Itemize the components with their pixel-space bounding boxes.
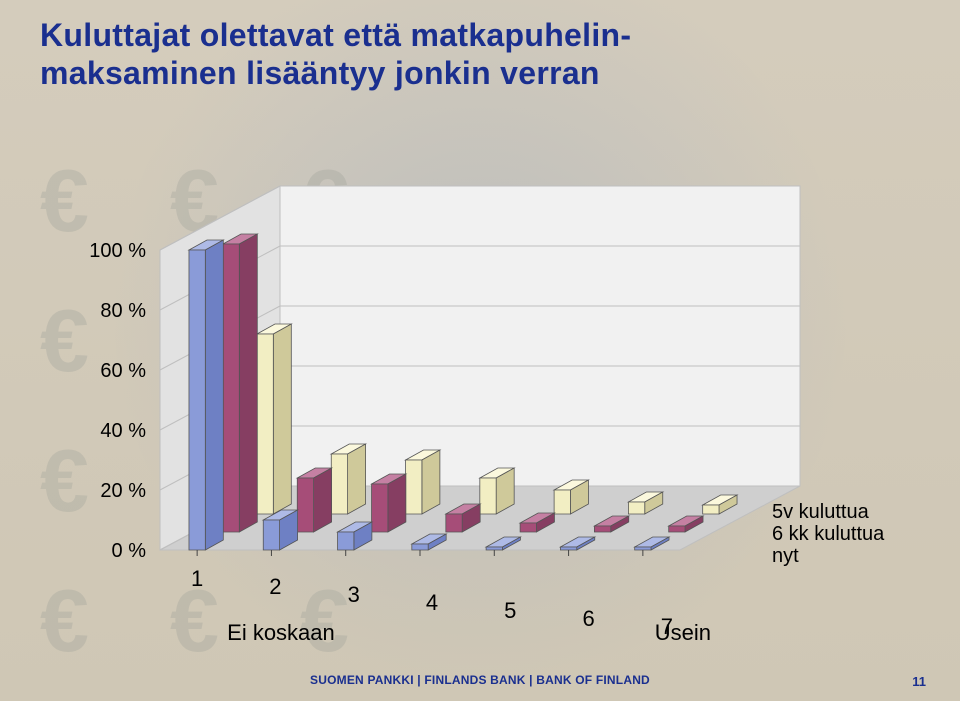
x-tick-label: 4 [426,590,438,615]
x-axis-left-label: Ei koskaan [227,620,335,640]
x-axis-right-label: Usein [655,620,711,640]
y-tick-label: 0 % [112,540,147,562]
z-series-label: nyt [772,545,799,567]
x-tick-label: 5 [504,598,516,623]
x-tick-label: 1 [191,566,203,591]
z-series-label: 6 kk kuluttua [772,523,885,545]
y-tick-label: 80 % [100,300,146,322]
y-tick-label: 20 % [100,480,146,502]
x-tick-label: 6 [582,606,594,631]
chart-3d-bar: 100 %80 %60 %40 %20 %0 %1234567Ei koskaa… [40,120,920,640]
page-title: Kuluttajat olettavat että matkapuhelin- … [40,16,920,93]
title-line-2: maksaminen lisääntyy jonkin verran [40,55,600,91]
title-line-1: Kuluttajat olettavat että matkapuhelin- [40,17,631,53]
footer-text: SUOMEN PANKKI | FINLANDS BANK | BANK OF … [0,673,960,687]
page-number: 11 [912,674,926,689]
y-tick-label: 60 % [100,360,146,382]
y-tick-label: 40 % [100,420,146,442]
x-tick-label: 2 [269,574,281,599]
z-series-label: 5v kuluttua [772,501,870,523]
x-tick-label: 3 [348,582,360,607]
y-tick-label: 100 % [89,240,146,262]
